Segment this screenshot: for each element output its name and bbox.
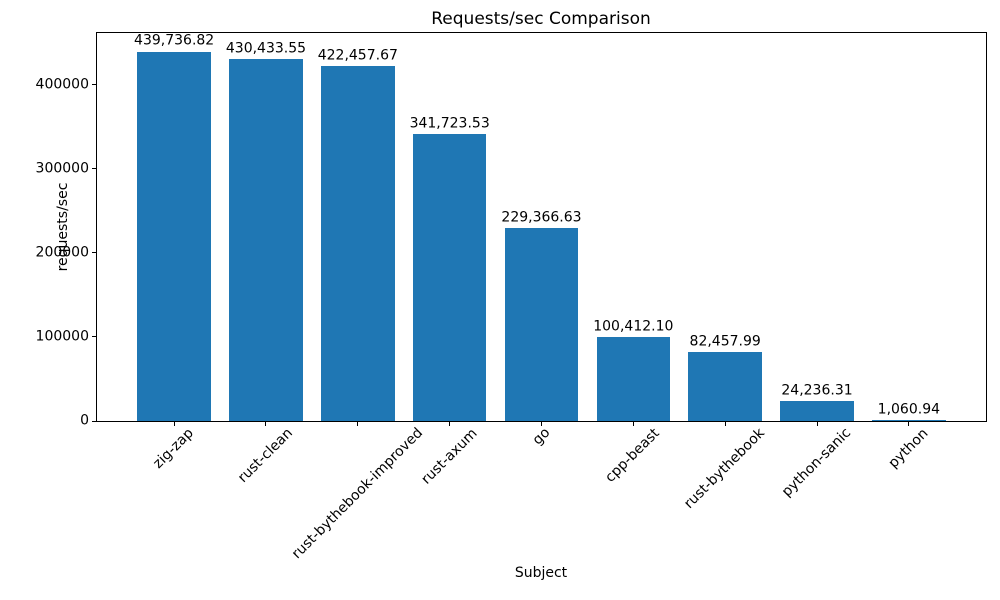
bar-value-label: 430,433.55 [225, 40, 307, 57]
x-tick-mark [632, 421, 634, 426]
bar [596, 336, 671, 421]
y-tick-label: 300000 [35, 160, 89, 177]
bar [780, 400, 854, 421]
x-tick-label: rust-axum [418, 425, 481, 488]
x-tick-mark [173, 421, 175, 426]
x-tick-label: rust-clean [235, 425, 296, 487]
chart-title: Requests/sec Comparison [431, 9, 651, 29]
bar [321, 66, 395, 421]
x-tick-mark [541, 421, 542, 426]
x-tick-mark [265, 421, 267, 426]
bar-value-label: 439,736.82 [134, 33, 215, 50]
y-tick-mark [92, 336, 97, 338]
y-tick-mark [92, 420, 97, 422]
x-tick-label: cpp-beast [602, 425, 664, 486]
y-tick-label: 200000 [35, 244, 89, 261]
y-axis-label: requests/sec [55, 182, 71, 272]
bar [412, 133, 487, 421]
bar-value-label: 100,412.10 [593, 318, 674, 335]
bar [137, 51, 211, 421]
x-tick-mark [724, 421, 726, 426]
bar-value-label: 229,366.63 [501, 209, 582, 226]
bar-value-label: 82,457.99 [689, 333, 761, 350]
bar-value-label: 422,457.67 [317, 47, 398, 64]
x-tick-mark [816, 421, 818, 426]
y-tick-mark [92, 252, 97, 254]
x-tick-label: python [885, 425, 932, 472]
x-tick-label: python-sanic [778, 425, 855, 501]
x-tick-label: zig-zap [150, 425, 197, 472]
bar-value-label: 1,060.94 [877, 401, 941, 418]
y-tick-mark [92, 84, 97, 86]
y-tick-label: 100000 [35, 328, 89, 345]
bar [229, 59, 303, 421]
x-tick-label: go [529, 424, 553, 449]
x-tick-label: rust-bythebook [681, 425, 769, 513]
bar [504, 228, 579, 421]
x-axis-label: Subject [514, 565, 568, 581]
bar [688, 351, 762, 421]
y-tick-label: 0 [80, 412, 89, 429]
x-tick-mark [908, 421, 910, 426]
x-tick-label: rust-bythebook-improved [288, 425, 426, 563]
bar [872, 420, 946, 421]
bar-value-label: 24,236.31 [781, 382, 853, 399]
x-tick-mark [449, 421, 451, 426]
y-tick-mark [92, 168, 97, 170]
bar-value-label: 341,723.53 [409, 115, 490, 132]
x-tick-mark [357, 421, 359, 426]
y-tick-label: 400000 [35, 76, 89, 93]
